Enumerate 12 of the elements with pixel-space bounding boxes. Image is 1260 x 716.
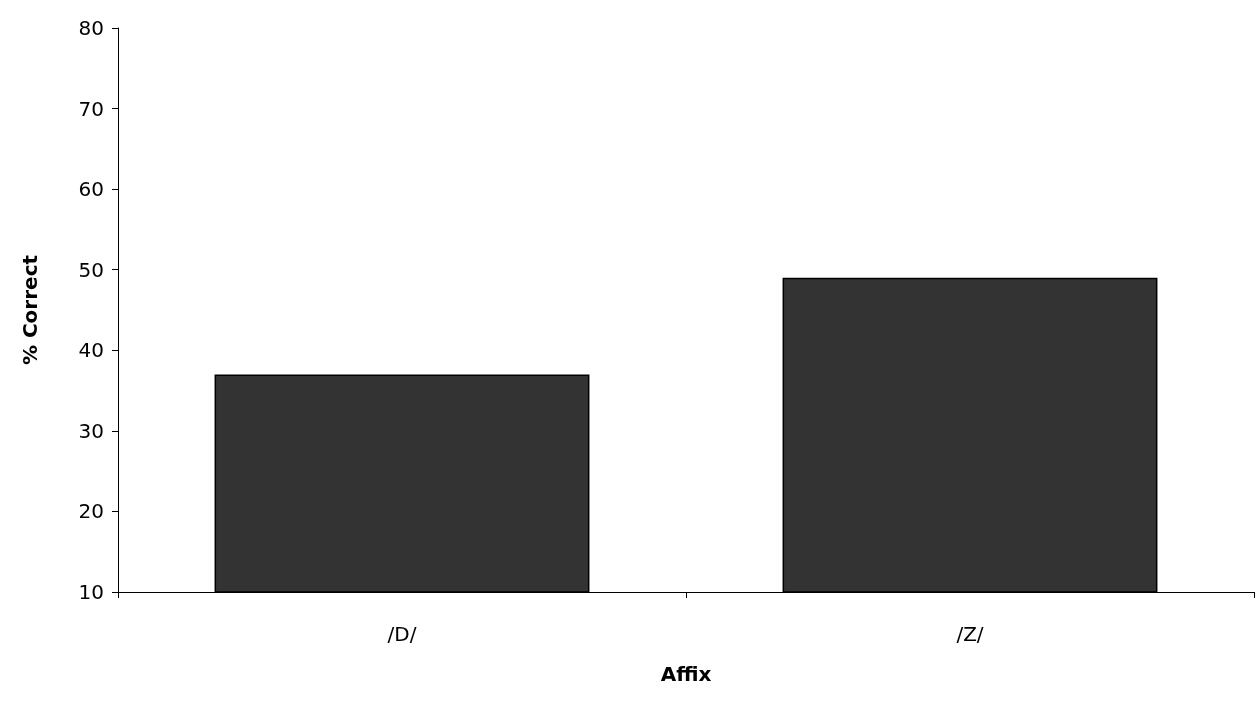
y-tick-label: 20 xyxy=(78,499,104,524)
y-axis-title: % Correct xyxy=(18,254,42,366)
y-tick-label: 70 xyxy=(78,96,104,121)
x-axis-title: Affix xyxy=(660,662,712,686)
x-tick-label: /Z/ xyxy=(956,622,984,646)
y-tick-label: 40 xyxy=(78,338,104,363)
y-tick-label: 10 xyxy=(78,580,104,604)
y-tick-label: 30 xyxy=(78,418,104,443)
x-tick-label: /D/ xyxy=(387,622,417,646)
y-tick-label: 80 xyxy=(78,16,104,40)
y-tick-label: 50 xyxy=(78,257,104,282)
y-tick-label: 60 xyxy=(78,177,104,202)
